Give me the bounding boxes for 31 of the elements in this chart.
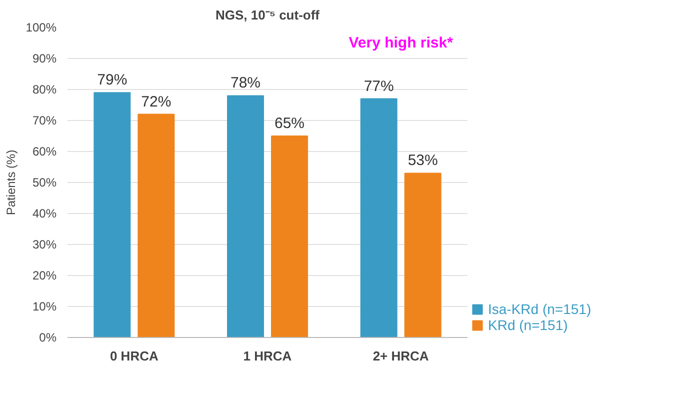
y-tick-label: 60% <box>32 144 57 158</box>
text: 78% <box>230 74 261 92</box>
text: 53% <box>408 152 438 170</box>
bar <box>360 98 398 338</box>
legend-label: Isa-KRd (n=151) <box>488 301 592 317</box>
y-tick-label: 20% <box>32 268 57 282</box>
x-tick-label: 0 HRCA <box>110 348 159 364</box>
y-tick-label: 50% <box>32 176 57 190</box>
text: 65% <box>274 115 305 132</box>
y-tick-label: 80% <box>32 82 57 96</box>
y-tick-label: 70% <box>32 114 57 128</box>
bar <box>227 95 264 338</box>
annotation: Very high risk* <box>348 34 454 52</box>
chart-title: NGS, 10⁻⁵ cut-off <box>216 8 320 22</box>
text: 79% <box>97 72 128 89</box>
y-axis-title: Patients (%) <box>4 150 18 216</box>
y-tick-label: 90% <box>32 52 57 66</box>
bar <box>138 114 175 338</box>
bar <box>94 92 131 338</box>
text: 77% <box>364 78 394 95</box>
y-tick-label: 40% <box>32 206 57 220</box>
y-tick-label: 30% <box>32 238 57 252</box>
y-tick-label: 100% <box>26 20 57 34</box>
y-tick-label: 10% <box>32 300 57 314</box>
x-tick-label: 1 HRCA <box>243 348 292 364</box>
x-tick-label: 2+ HRCA <box>372 348 430 364</box>
bar <box>271 136 308 338</box>
y-tick-label: 0% <box>39 330 57 344</box>
text: 72% <box>141 93 172 110</box>
legend-label: KRd (n=151) <box>488 317 568 333</box>
bar <box>404 172 442 338</box>
